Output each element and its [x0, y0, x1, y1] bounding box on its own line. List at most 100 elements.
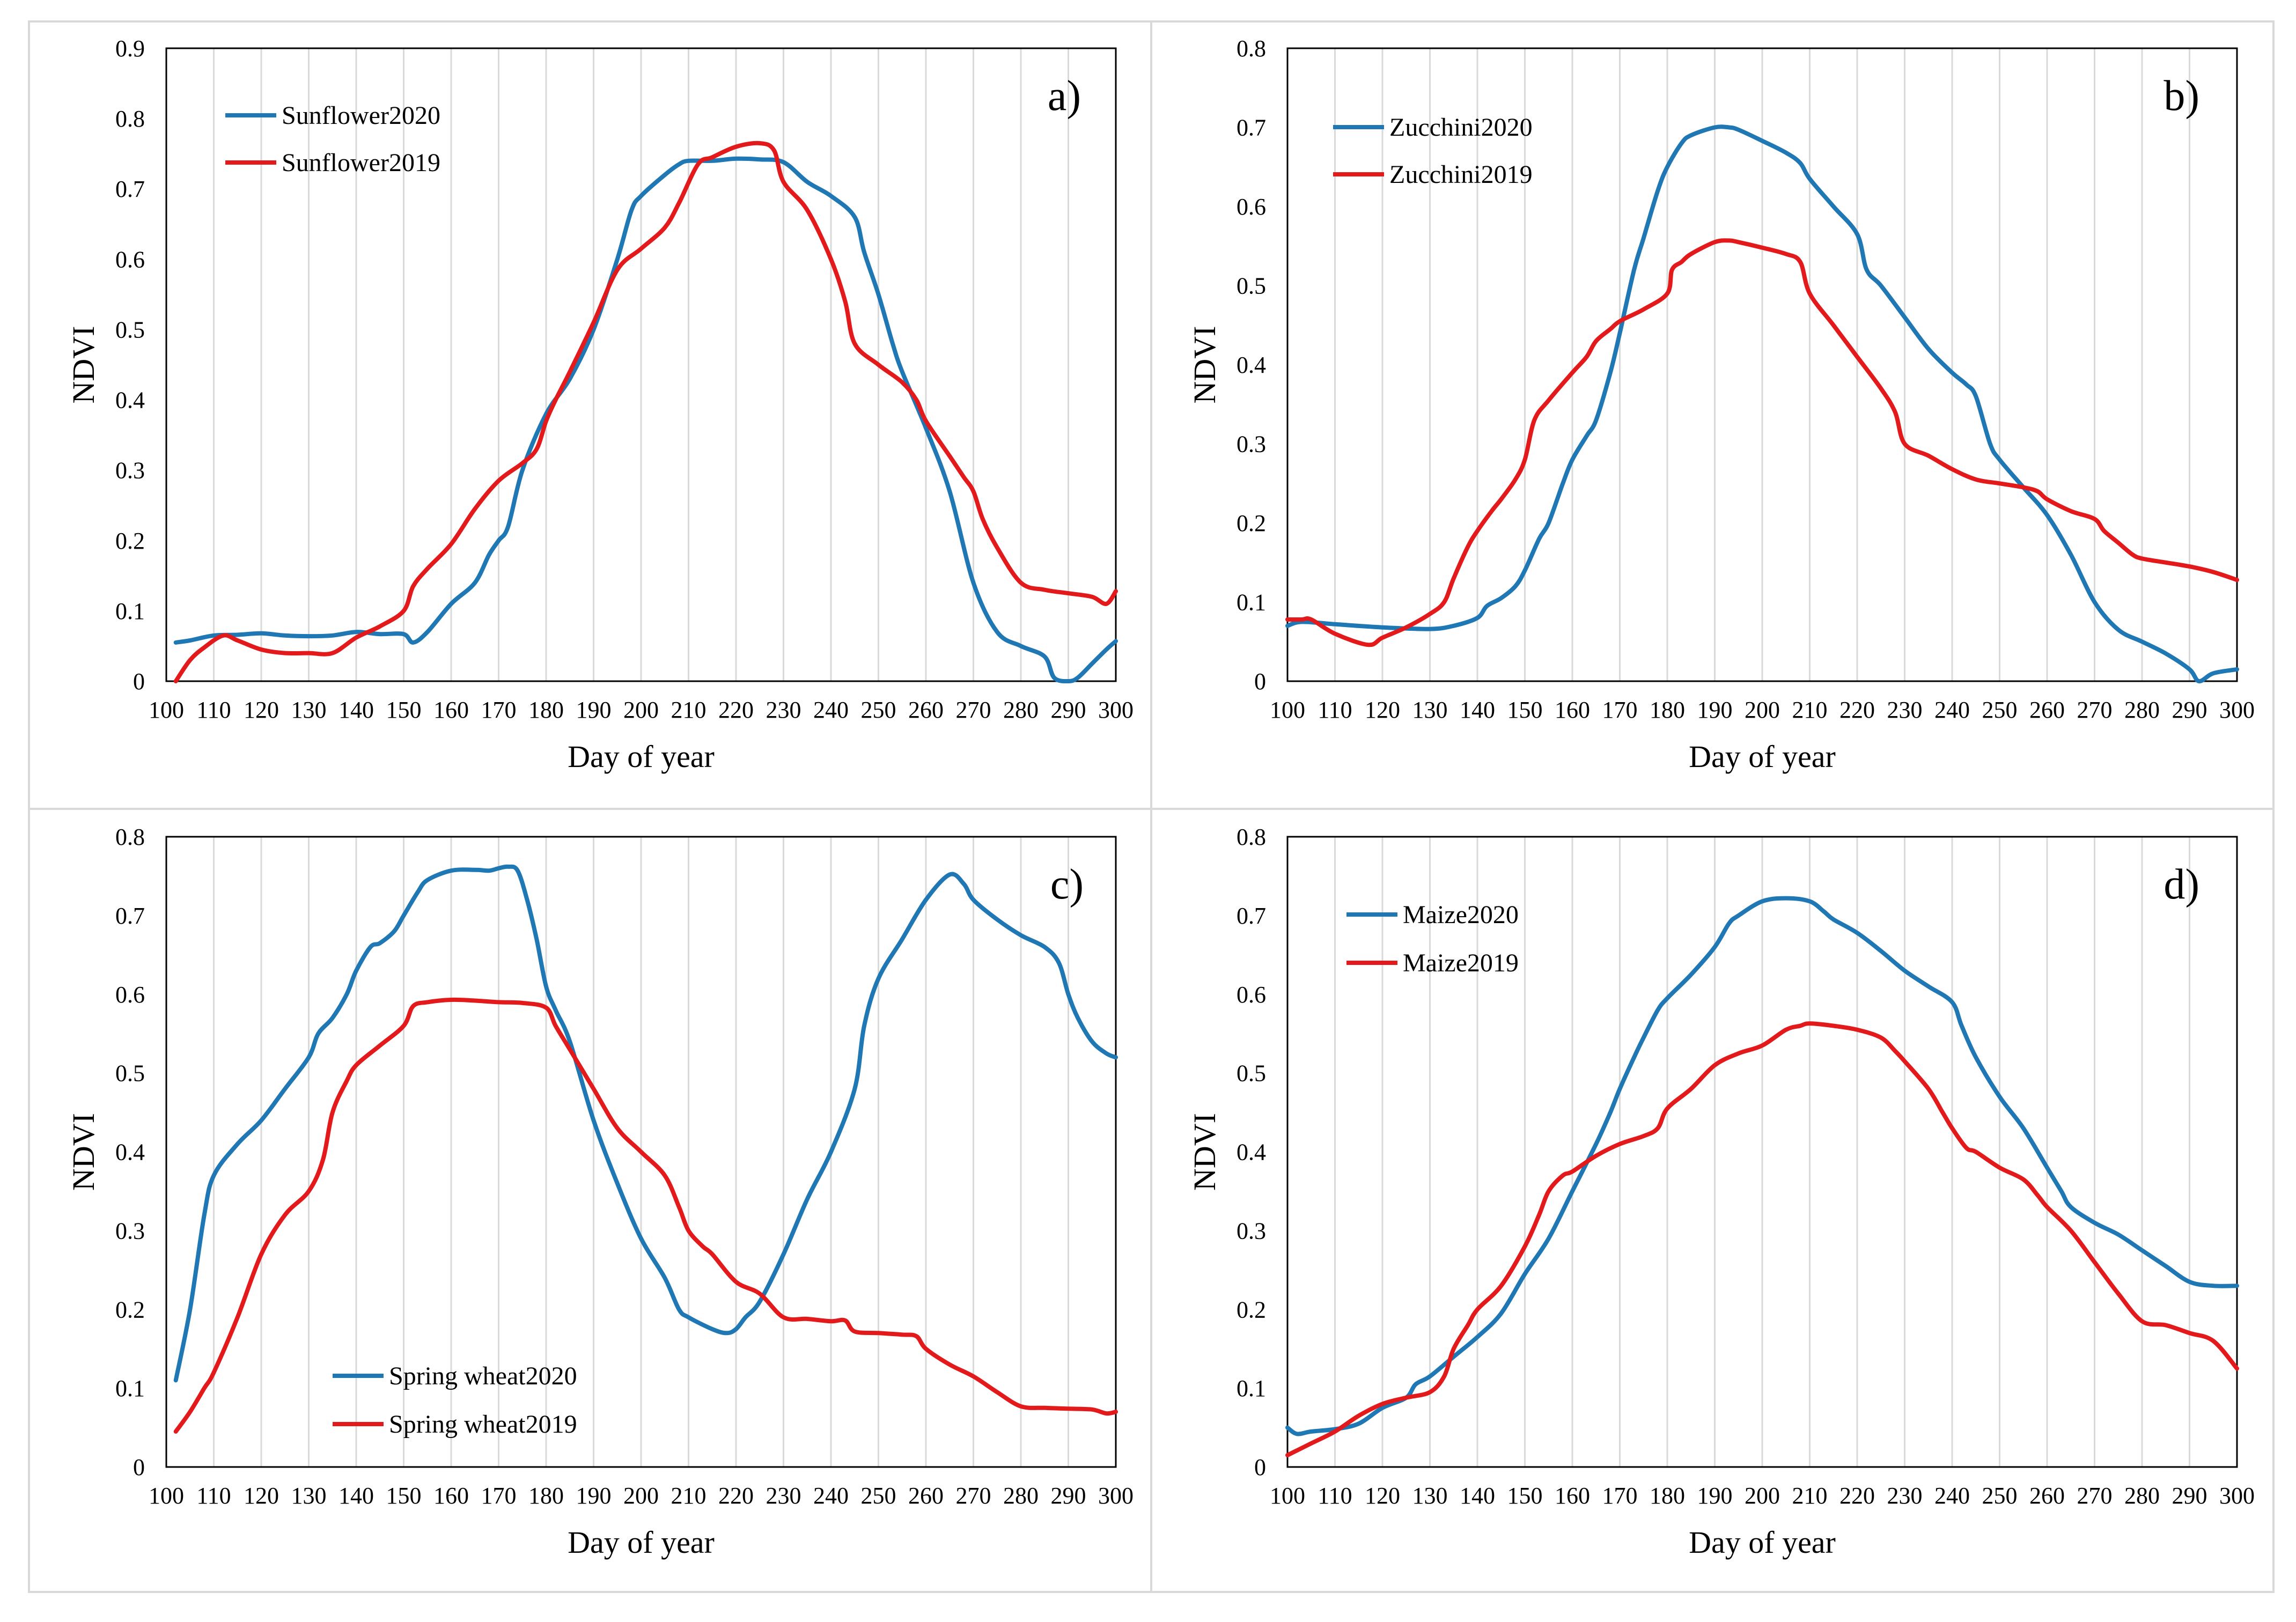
- panel-label: b): [2163, 72, 2199, 120]
- x-tick-label: 210: [1792, 697, 1828, 723]
- x-tick-label: 100: [1270, 697, 1305, 723]
- y-tick-label: 0.3: [1237, 1218, 1266, 1244]
- x-tick-label: 210: [671, 697, 707, 723]
- x-tick-label: 300: [1098, 697, 1134, 723]
- x-axis-title: Day of year: [1689, 739, 1836, 774]
- x-tick-label: 120: [244, 1483, 279, 1509]
- y-tick-label: 0.8: [115, 106, 145, 132]
- x-tick-label: 260: [908, 697, 944, 723]
- x-tick-label: 100: [1270, 1483, 1305, 1509]
- chart-panel-b: 100 110 120 130 140 150 160 170 180 190 200 210 220 2…: [1187, 35, 2255, 774]
- y-tick-label: 0.7: [1237, 115, 1266, 141]
- x-tick-label: 160: [1555, 1483, 1590, 1509]
- y-tick-label: 0.8: [115, 824, 145, 850]
- panel-label: d): [2163, 861, 2199, 908]
- x-tick-label: 220: [718, 697, 754, 723]
- legend-entry: Zucchini2020: [1389, 113, 1533, 142]
- x-tick-label: 100: [149, 1483, 184, 1509]
- y-tick-label: 0.7: [1237, 903, 1266, 929]
- x-tick-label: 260: [2029, 697, 2065, 723]
- x-tick-label: 170: [1602, 697, 1638, 723]
- series-line-sunflower2019: [173, 141, 1118, 683]
- x-axis-title: Day of year: [1689, 1525, 1836, 1560]
- y-tick-label: 0.1: [1237, 589, 1266, 616]
- x-tick-label: 290: [2172, 697, 2207, 723]
- x-tick-label: 230: [1887, 1483, 1923, 1509]
- x-tick-label: 130: [291, 697, 327, 723]
- y-tick-label: 0: [1254, 668, 1266, 695]
- x-axis-title: Day of year: [568, 739, 715, 774]
- y-tick-label: 0.8: [1237, 824, 1266, 850]
- x-tick-label: 290: [1051, 1483, 1086, 1509]
- x-tick-label: 260: [2029, 1483, 2065, 1509]
- x-tick-label: 150: [1507, 697, 1543, 723]
- y-tick-label: 0: [133, 668, 145, 695]
- x-tick-label: 200: [623, 1483, 659, 1509]
- x-tick-label: 160: [433, 1483, 469, 1509]
- x-tick-label: 240: [1934, 697, 1970, 723]
- x-tick-label: 190: [576, 1483, 612, 1509]
- y-tick-label: 0.5: [115, 1060, 145, 1087]
- y-tick-label: 0.4: [1237, 352, 1266, 378]
- x-tick-label: 210: [671, 1483, 707, 1509]
- plot-area-border: [1286, 836, 2238, 1468]
- x-tick-label: 220: [1839, 1483, 1875, 1509]
- legend-entry: Sunflower2020: [282, 101, 440, 130]
- x-tick-label: 150: [1507, 1483, 1543, 1509]
- x-tick-label: 260: [908, 1483, 944, 1509]
- x-tick-label: 190: [576, 697, 612, 723]
- x-tick-label: 240: [813, 697, 849, 723]
- x-tick-label: 140: [1460, 697, 1495, 723]
- y-tick-label: 0.3: [115, 458, 145, 484]
- panel-label: a): [1048, 72, 1081, 120]
- y-tick-label: 0.7: [115, 903, 145, 929]
- y-tick-label: 0.4: [115, 387, 145, 414]
- y-tick-label: 0.1: [1237, 1375, 1266, 1402]
- y-tick-label: 0.1: [115, 598, 145, 624]
- x-tick-label: 230: [1887, 697, 1923, 723]
- legend-entry: Maize2019: [1403, 949, 1519, 977]
- y-tick-label: 0.2: [115, 528, 145, 554]
- x-tick-label: 230: [766, 1483, 801, 1509]
- x-tick-label: 280: [2124, 697, 2160, 723]
- x-tick-label: 250: [861, 1483, 896, 1509]
- x-tick-label: 290: [2172, 1483, 2207, 1509]
- x-tick-label: 270: [956, 1483, 991, 1509]
- x-tick-label: 120: [1365, 697, 1400, 723]
- series-line-spring-wheat2020: [173, 864, 1118, 1383]
- x-tick-label: 130: [1412, 697, 1448, 723]
- y-tick-label: 0.4: [1237, 1139, 1266, 1166]
- x-tick-label: 180: [528, 1483, 564, 1509]
- plot-area-border: [1286, 47, 2238, 682]
- x-tick-label: 160: [433, 697, 469, 723]
- x-tick-label: 110: [1318, 697, 1352, 723]
- panel-frame-d: [1150, 808, 2275, 1593]
- x-tick-label: 180: [528, 697, 564, 723]
- x-tick-label: 190: [1697, 1483, 1733, 1509]
- x-tick-label: 130: [1412, 1483, 1448, 1509]
- x-tick-label: 160: [1555, 697, 1590, 723]
- x-tick-label: 250: [1982, 697, 2018, 723]
- plot-area-border: [165, 47, 1117, 682]
- x-tick-label: 250: [1982, 1483, 2018, 1509]
- y-axis-title: NDVI: [1187, 1113, 1222, 1191]
- y-tick-label: 0.7: [115, 176, 145, 202]
- x-tick-label: 220: [1839, 697, 1875, 723]
- y-axis-title: NDVI: [1187, 326, 1222, 404]
- x-tick-label: 110: [196, 697, 231, 723]
- x-tick-label: 100: [149, 697, 184, 723]
- y-tick-label: 0.6: [115, 982, 145, 1008]
- x-tick-label: 150: [386, 697, 422, 723]
- y-tick-label: 0: [133, 1454, 145, 1480]
- x-tick-label: 240: [1934, 1483, 1970, 1509]
- x-tick-label: 250: [861, 697, 896, 723]
- series-line-spring-wheat2019: [173, 997, 1118, 1434]
- x-axis-title: Day of year: [568, 1525, 715, 1560]
- x-tick-label: 270: [2077, 1483, 2113, 1509]
- x-tick-label: 130: [291, 1483, 327, 1509]
- x-tick-label: 150: [386, 1483, 422, 1509]
- x-tick-label: 170: [481, 1483, 517, 1509]
- y-tick-label: 0.5: [1237, 1060, 1266, 1087]
